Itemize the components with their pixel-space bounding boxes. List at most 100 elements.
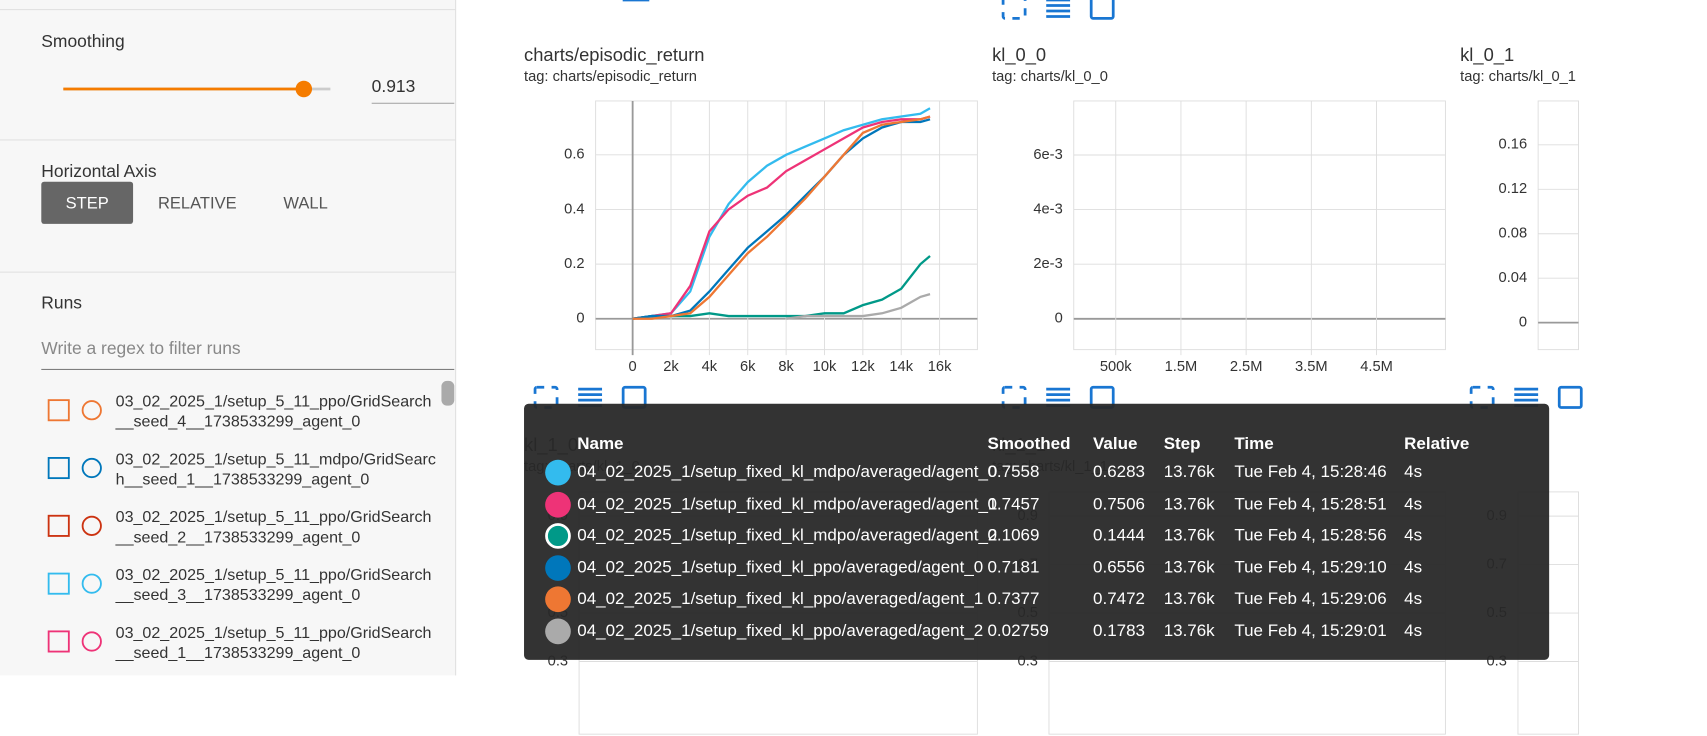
y-tick-label: 0.2: [564, 256, 584, 272]
tooltip-smoothed: 0.1069: [987, 524, 1040, 545]
series-line: [632, 115, 931, 320]
tooltip-header: Time: [1234, 433, 1274, 453]
runs-filter[interactable]: Write a regex to filter runs: [41, 340, 455, 370]
y-tick-label: 0.16: [1499, 137, 1528, 153]
run-color[interactable]: [81, 631, 102, 652]
chart-title: kl_0_1: [1460, 44, 1514, 66]
divider: [0, 9, 456, 11]
x-tick-label: 16k: [928, 359, 952, 375]
tooltip-time: Tue Feb 4, 15:29:01: [1234, 619, 1387, 640]
x-tick-label: 8k: [778, 359, 794, 375]
tooltip-step: 13.76k: [1163, 493, 1215, 513]
tooltip-header: Smoothed: [987, 433, 1071, 453]
run-name: 03_02_2025_1/setup_5_11_ppo/GridSearch__…: [115, 391, 432, 431]
run-checkbox[interactable]: [47, 514, 70, 537]
tooltip-relative: 4s: [1404, 493, 1423, 513]
y-tick-label: 0.12: [1499, 181, 1528, 197]
tooltip-header: Step: [1163, 433, 1201, 453]
tooltip-relative: 4s: [1404, 524, 1423, 545]
tooltip-time: Tue Feb 4, 15:28:56: [1234, 524, 1387, 545]
axis-option[interactable]: RELATIVE: [157, 193, 237, 212]
sidebar: Smoothing 0.913 Horizontal Axis STEP RELA…: [0, 0, 457, 676]
fullscreen-icon[interactable]: [1001, 0, 1027, 20]
run-color[interactable]: [81, 573, 102, 594]
y-tick-label: 6e-3: [1033, 147, 1062, 163]
x-tick-label: 500k: [1100, 359, 1132, 375]
run-item: 03_02_2025_1/setup_5_11_mdpo/GridSearch_…: [0, 449, 441, 502]
run-name: 03_02_2025_1/setup_5_11_ppo/GridSearch__…: [115, 507, 432, 547]
y-tick-label: 0.08: [1499, 226, 1528, 242]
run-color[interactable]: [81, 515, 102, 536]
run-item: 03_02_2025_1/setup_5_11_ppo/GridSearch__…: [0, 564, 441, 617]
y-tick-label: 0.6: [564, 147, 584, 163]
slider-knob[interactable]: [295, 80, 313, 98]
tooltip-relative: 4s: [1404, 619, 1423, 640]
run-color[interactable]: [81, 400, 102, 421]
run-swatch: [545, 554, 571, 581]
smoothing-input[interactable]: 0.913: [371, 77, 455, 104]
y-tick-label: 0: [1519, 315, 1527, 331]
x-tick-label: 14k: [889, 359, 913, 375]
run-checkbox[interactable]: [47, 630, 70, 653]
tooltip-step: 13.76k: [1163, 524, 1215, 545]
x-tick-label: 4k: [702, 359, 718, 375]
x-tick-label: 3.5M: [1295, 359, 1328, 375]
series-line: [632, 118, 931, 320]
axis-option[interactable]: WALL: [283, 193, 328, 212]
x-tick-label: 10k: [813, 359, 837, 375]
run-checkbox[interactable]: [47, 572, 70, 595]
fit-domain-icon[interactable]: [1089, 0, 1115, 20]
run-color[interactable]: [81, 457, 102, 479]
y-tick-label: 4e-3: [1033, 201, 1062, 217]
smoothing-slider[interactable]: [0, 73, 331, 101]
plot-frame: [1073, 100, 1446, 351]
chart-tag: tag: charts/episodic_return: [524, 69, 697, 85]
tooltip-name: 04_02_2025_1/setup_fixed_kl_ppo/averaged…: [577, 556, 984, 576]
series-line: [632, 115, 931, 320]
x-tick-label: 2.5M: [1230, 359, 1263, 375]
y-tick-label: 0.4: [564, 201, 584, 217]
tooltip-value: 0.6283: [1093, 461, 1145, 481]
fit-domain-icon[interactable]: [1557, 385, 1583, 409]
run-name: 03_02_2025_1/setup_5_11_ppo/GridSearch__…: [115, 565, 432, 604]
tooltip-name: 04_02_2025_1/setup_fixed_kl_mdpo/average…: [577, 524, 998, 545]
series-line: [632, 107, 931, 320]
chart-title: charts/episodic_return: [524, 44, 704, 66]
divider: [0, 139, 456, 141]
icon-stroke: [1557, 385, 1583, 409]
y-tick-label: 0: [1055, 311, 1063, 327]
run-checkbox[interactable]: [47, 399, 70, 422]
x-tick-label: 0: [629, 359, 637, 375]
run-name: 03_02_2025_1/setup_5_11_ppo/GridSearch__…: [115, 623, 432, 662]
chart-tag: tag: charts/kl_0_0: [992, 69, 1108, 85]
run-swatch: [545, 491, 571, 518]
x-tick-label: 4.5M: [1360, 359, 1393, 375]
icon-stroke: [1001, 0, 1027, 20]
series-line: [785, 293, 931, 320]
tooltip-step: 13.76k: [1163, 588, 1215, 608]
x-tick-label: 12k: [851, 359, 875, 375]
tooltip-smoothed: 0.7377: [987, 588, 1040, 608]
toggle-log-icon[interactable]: [1046, 0, 1071, 18]
tooltip-value: 0.1783: [1093, 619, 1145, 640]
run-item: 03_02_2025_1/setup_5_11_ppo/GridSearch__…: [0, 507, 441, 560]
tooltip-relative: 4s: [1404, 556, 1423, 576]
tooltip-step: 13.76k: [1163, 461, 1215, 481]
tooltip-time: Tue Feb 4, 15:28:46: [1234, 461, 1387, 481]
tooltip-smoothed: 0.7181: [987, 556, 1040, 576]
scrollbar-thumb[interactable]: [441, 380, 455, 406]
tooltip-value: 0.6556: [1093, 556, 1145, 576]
tooltip-smoothed: 0.02759: [987, 619, 1049, 640]
run-checkbox[interactable]: [47, 457, 70, 480]
run-item: 03_02_2025_1/setup_5_11_ppo/GridSearch__…: [0, 391, 441, 444]
tooltip-name: 04_02_2025_1/setup_fixed_kl_mdpo/average…: [577, 493, 998, 513]
tooltip-time: Tue Feb 4, 15:29:10: [1234, 556, 1387, 576]
tooltip-name: 04_02_2025_1/setup_fixed_kl_ppo/averaged…: [577, 619, 984, 640]
axis-option[interactable]: STEP: [41, 181, 134, 224]
y-tick-label: 0: [576, 311, 584, 327]
tooltip-relative: 4s: [1404, 461, 1423, 481]
run-swatch: [545, 523, 571, 549]
run-swatch: [545, 618, 571, 644]
chart-tag: tag: charts/kl_0_1: [1460, 69, 1576, 85]
